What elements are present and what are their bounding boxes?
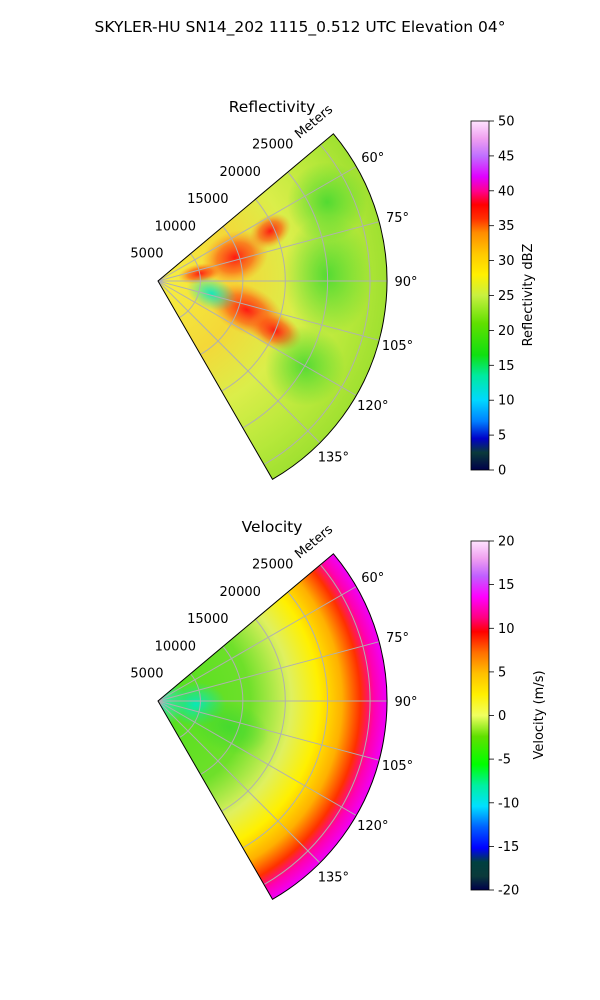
azimuth-spoke [157, 641, 380, 702]
azimuth-tick-label: 135° [318, 450, 349, 465]
range-tick-label: 20000 [220, 585, 261, 600]
range-tick-label: 10000 [155, 220, 196, 235]
azimuth-tick-label: 90° [394, 275, 417, 290]
colorbar-tick-label: -10 [498, 796, 519, 811]
range-tick-label: 5000 [130, 247, 163, 262]
range-ring [263, 144, 371, 466]
colorbar-tick-label: -20 [498, 884, 519, 899]
azimuth-spoke [157, 280, 380, 341]
azimuth-spoke [157, 280, 321, 444]
azimuth-spoke [157, 221, 380, 282]
reflectivity-title: Reflectivity [229, 98, 316, 116]
range-ring [221, 618, 286, 812]
colorbar-tick-label: 25 [498, 289, 515, 304]
range-tick-label: 25000 [252, 558, 293, 573]
azimuth-tick-label: 75° [386, 631, 409, 646]
azimuth-tick-label: 105° [382, 759, 413, 774]
range-tick-label: 15000 [187, 612, 228, 627]
reflectivity-panel: Reflectivity 5000 10000 15000 20000 25000 60… [130, 98, 418, 480]
azimuth-spoke [157, 700, 321, 864]
range-ring [200, 226, 244, 355]
azimuth-tick-label: 105° [382, 339, 413, 354]
colorbar-tick-label: -5 [498, 753, 511, 768]
colorbar-tick-label: 5 [498, 665, 506, 680]
azimuth-spoke [157, 700, 357, 816]
colorbar-tick-label: 15 [498, 359, 515, 374]
echo-region [287, 162, 368, 243]
azimuth-tick-label: 90° [394, 695, 417, 710]
colorbar-tick-label: 10 [498, 394, 515, 409]
azimuth-tick-label: 60° [361, 151, 384, 166]
range-ring [178, 253, 201, 319]
range-tick-label: 10000 [155, 640, 196, 655]
azimuth-tick-label: 135° [318, 870, 349, 885]
reflectivity-colorbar-label: Reflectivity dBZ [521, 244, 536, 347]
azimuth-tick-label: 120° [357, 819, 388, 834]
azimuth-tick-label: 75° [386, 211, 409, 226]
range-tick-label: 5000 [130, 667, 163, 682]
colorbar-tick-label: 50 [498, 115, 515, 130]
azimuth-tick-label: 120° [357, 399, 388, 414]
range-tick-label: 20000 [220, 165, 261, 180]
velocity-panel: Velocity 5000 10000 15000 20000 25000 60° 75°… [130, 518, 418, 900]
colorbar-tick-label: 15 [498, 578, 515, 593]
velocity-title: Velocity [242, 518, 303, 536]
reflectivity-frame [157, 133, 388, 480]
azimuth-spoke [157, 700, 380, 761]
colorbar-tick-label: 5 [498, 429, 506, 444]
colorbar-tick-label: 0 [498, 709, 506, 724]
colorbar-tick-label: -15 [498, 840, 519, 855]
colorbar-tick-label: 30 [498, 254, 515, 269]
colorbar-tick-label: 10 [498, 622, 515, 637]
range-tick-label: 15000 [187, 192, 228, 207]
colorbar-tick-label: 35 [498, 219, 515, 234]
velocity-colorbar: -20 -15 -10 -5 0 5 10 15 20 Velocity (m/s) [470, 535, 547, 899]
colorbar-tick-label: 0 [498, 464, 506, 479]
range-ring [221, 198, 286, 392]
azimuth-spoke [157, 280, 357, 396]
colorbar-tick-label: 40 [498, 184, 515, 199]
colorbar-tick-label: 45 [498, 149, 515, 164]
reflectivity-grid [157, 144, 387, 466]
reflectivity-colorbar: 0 5 10 15 20 25 30 35 40 45 50 Reflectivity dBZ [470, 115, 536, 479]
azimuth-spoke [157, 166, 357, 282]
range-tick-label: 25000 [252, 138, 293, 153]
colorbar-tick-label: 20 [498, 535, 515, 550]
azimuth-tick-label: 60° [361, 571, 384, 586]
velocity-frame [157, 553, 388, 900]
range-ring [242, 171, 329, 429]
range-ring [242, 591, 329, 849]
colorbar-tick-label: 20 [498, 324, 515, 339]
velocity-colorbar-label: Velocity (m/s) [532, 670, 547, 759]
range-ring [263, 564, 371, 886]
echo-region [191, 699, 269, 756]
range-ring [178, 673, 201, 739]
azimuth-spoke [157, 586, 357, 702]
echo-region [186, 275, 237, 311]
range-ring [200, 646, 244, 775]
velocity-grid [157, 564, 387, 886]
figure-title: SKYLER-HU SN14_202 1115_0.512 UTC Elevat… [95, 18, 506, 37]
